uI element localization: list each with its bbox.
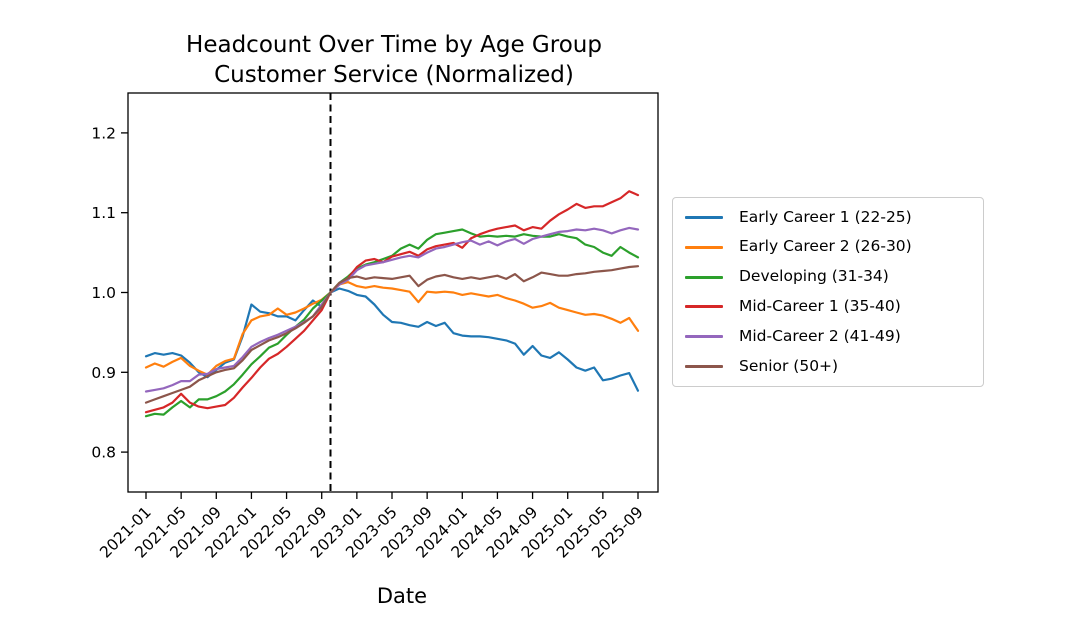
legend: Early Career 1 (22-25) Early Career 2 (26… [672,197,984,387]
series-line-mid-career-1-35-40 [144,190,640,414]
legend-label: Developing (31-34) [739,267,889,286]
axes-frame [127,92,659,493]
legend-line-sample [685,275,723,279]
legend-entry: Early Career 1 (22-25) [685,203,973,232]
legend-label: Senior (50+) [739,356,839,375]
y-tick-label: 1.0 [91,284,116,302]
x-axis-label: Date [377,584,427,608]
legend-label: Mid-Career 2 (41-49) [739,326,901,345]
series-line-mid-career-2-41-49 [144,226,640,393]
legend-line-sample [685,365,723,369]
legend-entry: Senior (50+) [685,352,973,381]
y-tick-label: 0.9 [91,364,116,382]
series-line-early-career-2-26-30 [144,281,640,376]
legend-entry: Developing (31-34) [685,263,973,292]
legend-entry: Early Career 2 (26-30) [685,233,973,262]
y-tick-label: 1.1 [91,204,116,222]
legend-line-sample [685,305,723,309]
chart-title: Headcount Over Time by Age Group [186,32,602,58]
legend-line-sample [685,335,723,339]
legend-label: Early Career 1 (22-25) [739,207,912,226]
chart-subtitle: Customer Service (Normalized) [214,62,574,88]
legend-label: Mid-Career 1 (35-40) [739,297,901,316]
legend-line-sample [685,245,723,249]
legend-entry: Mid-Career 1 (35-40) [685,292,973,321]
y-tick-label: 1.2 [91,124,116,142]
series-line-senior-50 [144,265,640,404]
legend-entry: Mid-Career 2 (41-49) [685,322,973,351]
series-line-early-career-1-22-25 [144,287,640,392]
legend-label: Early Career 2 (26-30) [739,237,912,256]
y-tick-label: 0.8 [91,444,116,462]
legend-line-sample [685,215,723,219]
